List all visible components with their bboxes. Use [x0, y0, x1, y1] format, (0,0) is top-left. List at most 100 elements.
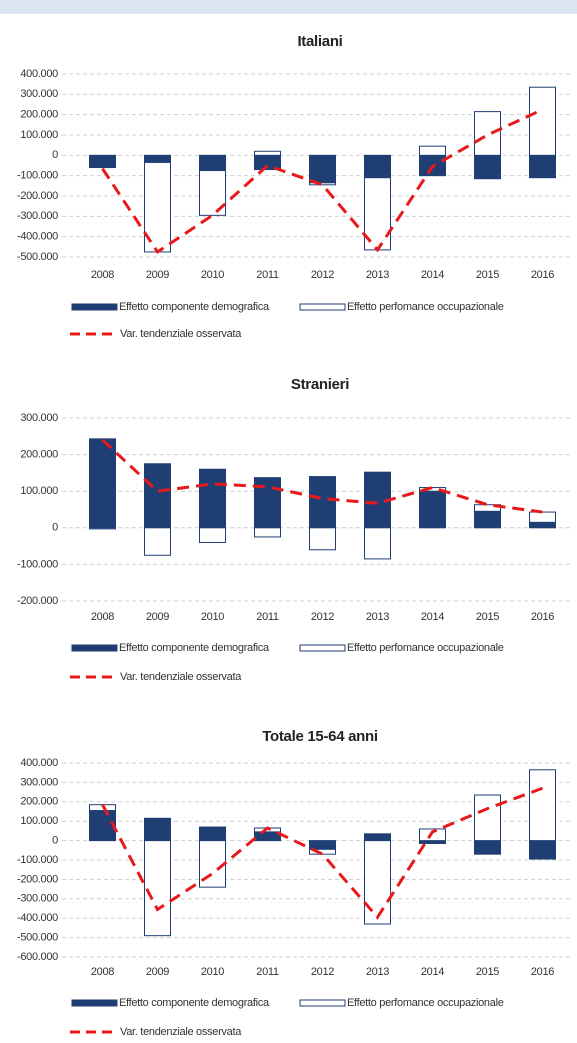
bar: [419, 828, 446, 842]
bar: [529, 840, 556, 860]
x-tick-label: 2016: [531, 269, 554, 281]
bar: [254, 831, 281, 842]
x-tick-label: 2015: [476, 611, 499, 623]
x-tick-label: 2009: [146, 611, 169, 623]
x-tick-label: 2008: [91, 269, 114, 281]
bar: [199, 826, 226, 842]
bar: [89, 438, 116, 529]
bar: [309, 154, 336, 184]
legend-label: Effetto perfomance occupazionale: [347, 301, 504, 313]
legend-label: Var. tendenziale osservata: [120, 328, 242, 340]
bar: [529, 511, 556, 523]
y-tick-label: 100.000: [20, 485, 58, 497]
legend-swatch: [71, 303, 118, 311]
legend-label: Effetto perfomance occupazionale: [347, 997, 504, 1009]
x-tick-label: 2009: [146, 966, 169, 978]
bar: [364, 833, 391, 842]
y-tick-label: 300.000: [20, 776, 58, 788]
y-tick-label: -200.000: [17, 190, 58, 202]
y-tick-label: 0: [52, 522, 58, 534]
top-band: [0, 0, 577, 14]
y-tick-label: 100.000: [20, 129, 58, 141]
x-tick-label: 2013: [366, 269, 389, 281]
bar: [144, 817, 171, 842]
x-tick-label: 2016: [531, 966, 554, 978]
bar: [364, 154, 391, 179]
bar: [529, 769, 556, 842]
chart-title: Italiani: [297, 33, 342, 50]
bar: [144, 527, 171, 556]
legend-label: Effetto componente demografica: [119, 642, 270, 654]
bar: [529, 154, 556, 179]
legend-label: Var. tendenziale osservata: [120, 1026, 242, 1038]
bar: [144, 840, 171, 937]
bar: [254, 527, 281, 538]
x-tick-label: 2010: [201, 611, 224, 623]
bar: [419, 490, 446, 529]
bar: [474, 111, 501, 156]
x-tick-label: 2011: [256, 269, 279, 281]
y-tick-label: 400.000: [20, 757, 58, 769]
trend-line: [101, 786, 544, 920]
x-tick-label: 2014: [421, 966, 444, 978]
bar: [89, 527, 116, 530]
y-tick-label: 200.000: [20, 109, 58, 121]
bar: [419, 145, 446, 156]
x-tick-label: 2008: [91, 966, 114, 978]
x-tick-label: 2011: [256, 966, 279, 978]
bar: [474, 794, 501, 842]
x-tick-label: 2012: [311, 966, 334, 978]
y-tick-label: 0: [52, 149, 58, 161]
y-tick-label: -200.000: [17, 595, 58, 607]
chart-title: Totale 15-64 anni: [262, 728, 378, 745]
y-tick-label: 300.000: [20, 412, 58, 424]
bar: [309, 527, 336, 551]
bar: [529, 521, 556, 529]
y-tick-label: -500.000: [17, 251, 58, 263]
x-tick-label: 2016: [531, 611, 554, 623]
bar: [89, 154, 116, 169]
y-tick-label: -400.000: [17, 912, 58, 924]
x-tick-label: 2009: [146, 269, 169, 281]
x-tick-label: 2012: [311, 269, 334, 281]
y-tick-label: 400.000: [20, 68, 58, 80]
bar: [364, 840, 391, 925]
y-tick-label: 100.000: [20, 815, 58, 827]
x-tick-label: 2014: [421, 269, 444, 281]
bar: [199, 527, 226, 543]
x-tick-label: 2015: [476, 269, 499, 281]
bar: [309, 182, 336, 186]
trend-line: [101, 108, 544, 255]
x-tick-label: 2013: [366, 966, 389, 978]
bar: [199, 468, 226, 529]
bar: [309, 476, 336, 529]
legend-label: Var. tendenziale osservata: [120, 671, 242, 683]
x-tick-label: 2010: [201, 966, 224, 978]
y-tick-label: -300.000: [17, 210, 58, 222]
bar: [309, 840, 336, 850]
legend-label: Effetto perfomance occupazionale: [347, 642, 504, 654]
bar: [474, 154, 501, 180]
y-tick-label: -600.000: [17, 951, 58, 963]
legend-label: Effetto componente demografica: [119, 997, 270, 1009]
x-tick-label: 2014: [421, 611, 444, 623]
bar: [89, 810, 116, 842]
bar: [364, 527, 391, 560]
y-tick-label: -100.000: [17, 854, 58, 866]
bar: [254, 150, 281, 156]
bar: [199, 154, 226, 172]
legend-swatch: [71, 999, 118, 1007]
bar: [144, 154, 171, 163]
y-tick-label: 200.000: [20, 796, 58, 808]
chart-title: Stranieri: [291, 376, 349, 393]
legend-label: Effetto componente demografica: [119, 301, 270, 313]
x-tick-label: 2012: [311, 611, 334, 623]
y-tick-label: -300.000: [17, 893, 58, 905]
legend-swatch: [71, 644, 118, 652]
y-tick-label: 0: [52, 835, 58, 847]
x-tick-label: 2013: [366, 611, 389, 623]
legend-swatch: [299, 644, 346, 652]
y-tick-label: -400.000: [17, 231, 58, 243]
y-tick-label: 300.000: [20, 88, 58, 100]
